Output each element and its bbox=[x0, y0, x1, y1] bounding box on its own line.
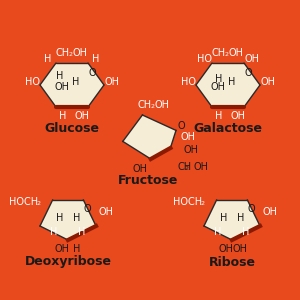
Text: OH: OH bbox=[233, 244, 248, 254]
Text: 2: 2 bbox=[185, 166, 189, 171]
Text: 2: 2 bbox=[200, 201, 205, 206]
Text: Galactose: Galactose bbox=[194, 122, 262, 136]
Text: OH: OH bbox=[154, 100, 169, 110]
Text: O: O bbox=[177, 121, 185, 131]
Text: HO: HO bbox=[25, 77, 40, 87]
Polygon shape bbox=[40, 63, 104, 107]
Polygon shape bbox=[204, 200, 260, 240]
Text: H: H bbox=[73, 244, 80, 254]
Text: OH: OH bbox=[229, 48, 244, 58]
Text: OH: OH bbox=[133, 164, 148, 174]
Text: OH: OH bbox=[260, 77, 275, 87]
Text: HOCH: HOCH bbox=[173, 197, 202, 207]
Text: CH: CH bbox=[138, 100, 152, 110]
Text: OH: OH bbox=[181, 132, 196, 142]
Text: HO: HO bbox=[196, 54, 211, 64]
Text: Glucose: Glucose bbox=[44, 122, 100, 136]
Text: OH: OH bbox=[104, 77, 119, 87]
Text: H: H bbox=[71, 77, 79, 87]
Text: Fructose: Fructose bbox=[118, 175, 178, 188]
Text: OH: OH bbox=[74, 111, 89, 121]
Text: 2: 2 bbox=[151, 104, 154, 109]
Text: H: H bbox=[44, 54, 52, 64]
Text: HOCH: HOCH bbox=[9, 197, 38, 207]
Text: OH: OH bbox=[244, 54, 260, 64]
Text: H: H bbox=[56, 71, 63, 81]
Polygon shape bbox=[123, 115, 176, 159]
Text: OH: OH bbox=[73, 48, 88, 58]
Text: 2: 2 bbox=[224, 52, 229, 57]
Text: H: H bbox=[50, 227, 58, 237]
Text: OH: OH bbox=[184, 145, 199, 155]
Text: H: H bbox=[59, 111, 66, 121]
Text: OH: OH bbox=[55, 244, 70, 254]
Text: H: H bbox=[242, 227, 250, 237]
Text: H: H bbox=[215, 74, 222, 85]
Text: O: O bbox=[84, 204, 92, 214]
Text: O: O bbox=[248, 204, 255, 214]
Text: H: H bbox=[78, 227, 86, 237]
Text: CH: CH bbox=[56, 48, 70, 58]
Text: OH: OH bbox=[211, 82, 226, 92]
Text: OH: OH bbox=[219, 244, 234, 254]
Text: OH: OH bbox=[230, 111, 245, 121]
Text: O: O bbox=[89, 68, 97, 78]
Text: H: H bbox=[73, 213, 80, 223]
Text: O: O bbox=[245, 68, 253, 78]
Text: 2: 2 bbox=[68, 52, 73, 57]
Text: H: H bbox=[214, 227, 222, 237]
Text: OH: OH bbox=[55, 82, 70, 92]
Text: H: H bbox=[220, 213, 227, 223]
Text: OH: OH bbox=[98, 207, 113, 217]
Text: H: H bbox=[237, 213, 244, 223]
Text: 2: 2 bbox=[37, 201, 41, 206]
Polygon shape bbox=[40, 200, 96, 240]
Text: H: H bbox=[227, 77, 235, 87]
Text: Deoxyribose: Deoxyribose bbox=[25, 256, 112, 268]
Text: H: H bbox=[92, 54, 100, 64]
Text: OH: OH bbox=[262, 207, 278, 217]
Text: H: H bbox=[215, 111, 222, 121]
Text: HO: HO bbox=[181, 77, 196, 87]
Text: OH: OH bbox=[194, 162, 209, 172]
Text: CH: CH bbox=[178, 162, 192, 172]
Text: H: H bbox=[56, 213, 63, 223]
Text: Ribose: Ribose bbox=[208, 256, 256, 268]
Text: CH: CH bbox=[212, 48, 226, 58]
Polygon shape bbox=[196, 63, 260, 107]
